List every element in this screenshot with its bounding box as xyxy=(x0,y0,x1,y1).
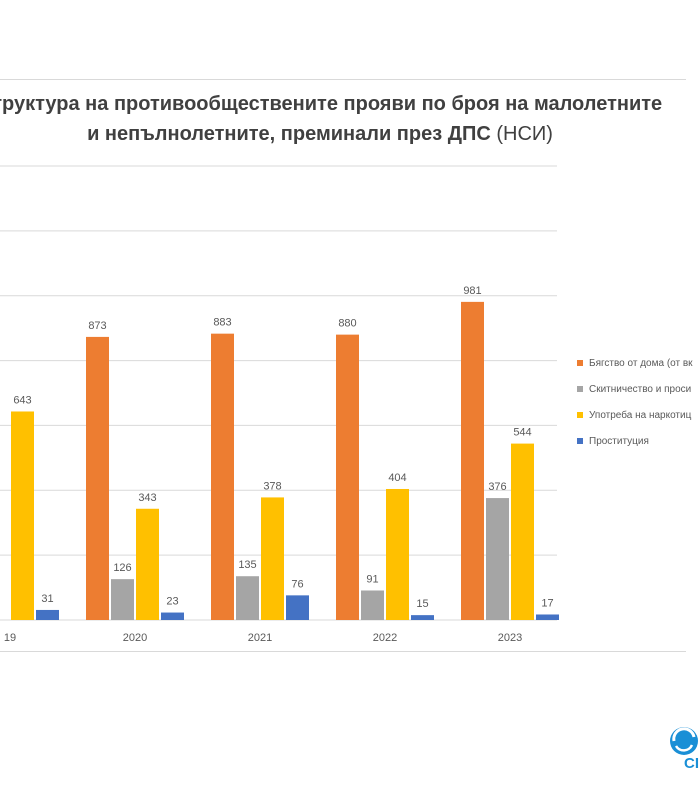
chart-title-text-2: и непълнолетните, преминали през ДПС xyxy=(87,123,491,145)
bar xyxy=(36,609,59,620)
legend-label: Употреба на наркотиц xyxy=(589,410,692,421)
chart-title-line1: Структура на противообществените прояви … xyxy=(0,93,700,116)
bar xyxy=(511,443,534,620)
bar xyxy=(111,579,134,620)
legend-label: Скитничество и проси xyxy=(589,384,692,395)
data-label: 76 xyxy=(291,578,303,590)
bar xyxy=(536,614,559,620)
legend-swatch xyxy=(577,386,583,392)
bar xyxy=(486,498,509,620)
data-label: 544 xyxy=(513,427,531,439)
bar xyxy=(411,615,434,620)
chart-title-text-1: Структура на противообществените прояви … xyxy=(0,93,663,115)
data-label: 378 xyxy=(263,480,281,492)
data-label: 981 xyxy=(463,285,481,297)
bar xyxy=(211,333,234,620)
top-divider xyxy=(0,79,686,80)
bottom-divider xyxy=(0,651,686,652)
data-label: 643 xyxy=(13,394,31,406)
data-label: 31 xyxy=(41,593,53,605)
data-label: 873 xyxy=(88,320,106,332)
bar xyxy=(336,334,359,620)
x-tick-label: 2022 xyxy=(373,632,397,644)
swirl-logo-icon: CI xyxy=(662,724,700,770)
bar xyxy=(11,411,34,620)
data-label: 126 xyxy=(113,562,131,574)
bar xyxy=(286,595,309,620)
data-label: 91 xyxy=(366,573,378,585)
bar xyxy=(361,590,384,620)
data-label: 135 xyxy=(238,559,256,571)
bar xyxy=(461,301,484,620)
bar xyxy=(161,612,184,620)
legend-label: Проституция xyxy=(589,436,649,447)
x-tick-label: 2023 xyxy=(498,632,522,644)
bar xyxy=(386,488,409,620)
data-label: 404 xyxy=(388,472,406,484)
bar xyxy=(86,336,109,620)
data-label: 883 xyxy=(213,317,231,329)
data-label: 17 xyxy=(541,597,553,609)
x-tick-label: 19 xyxy=(4,632,16,644)
bar xyxy=(236,576,259,620)
data-label: 15 xyxy=(416,598,428,610)
data-label: 343 xyxy=(138,492,156,504)
data-label: 880 xyxy=(338,318,356,330)
data-label: 376 xyxy=(488,481,506,493)
x-tick-label: 2021 xyxy=(248,632,272,644)
logo-text: CI xyxy=(684,755,699,770)
legend-swatch xyxy=(577,438,583,444)
x-tick-label: 2020 xyxy=(123,632,147,644)
chart-title-line2: и непълнолетните, преминали през ДПС (НС… xyxy=(0,123,700,146)
bar xyxy=(261,497,284,620)
data-label: 23 xyxy=(166,596,178,608)
chart-title-source: (НСИ) xyxy=(496,123,553,145)
bar xyxy=(136,508,159,620)
legend-label: Бягство от дома (от вк xyxy=(589,358,693,369)
legend-swatch xyxy=(577,360,583,366)
legend-swatch xyxy=(577,412,583,418)
